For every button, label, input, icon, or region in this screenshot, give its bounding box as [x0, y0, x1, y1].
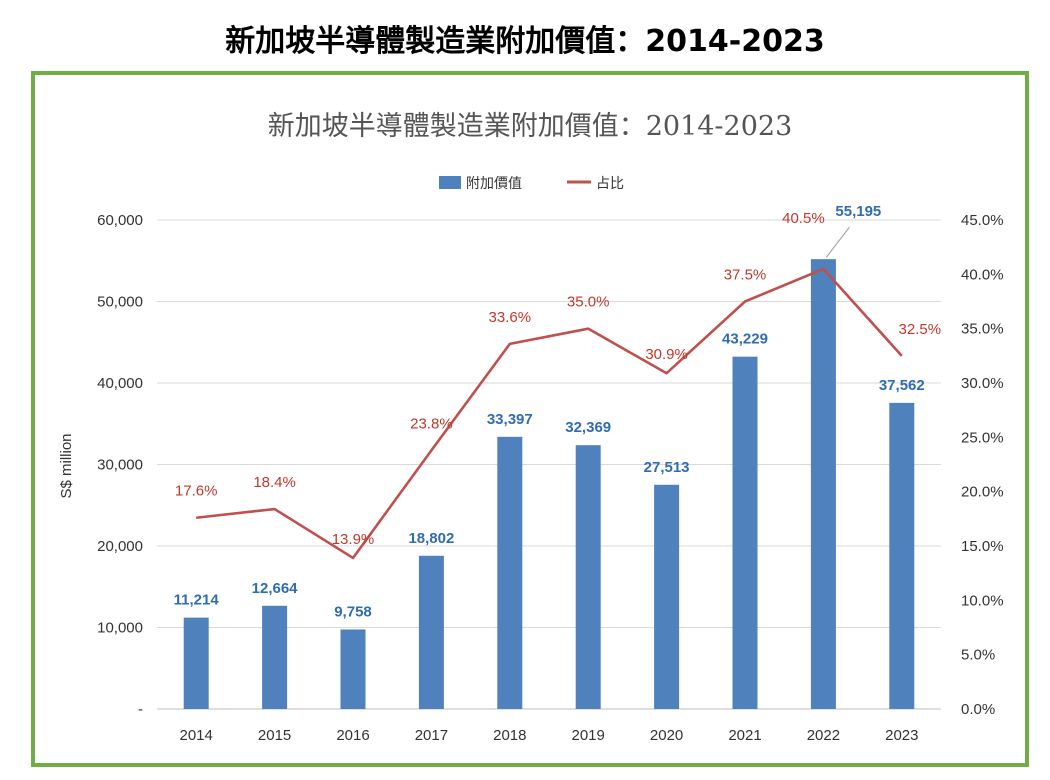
y-tick-label: 50,000 [97, 294, 143, 311]
bar [262, 605, 288, 709]
share-line [196, 267, 903, 560]
line-series [196, 267, 903, 560]
bar-value-label: 27,513 [644, 459, 690, 476]
line-value-label: 35.0% [567, 294, 610, 311]
legend-bar-swatch [439, 176, 461, 189]
x-tick-label: 2016 [336, 727, 369, 744]
y-tick-label: 10,000 [97, 620, 143, 637]
x-tick-label: 2014 [180, 727, 213, 744]
y-tick-label: - [138, 701, 143, 718]
x-tick-label: 2023 [885, 727, 918, 744]
y2-tick-label: 45.0% [961, 212, 1004, 229]
line-value-label: 17.6% [175, 483, 218, 500]
bar [418, 555, 444, 709]
bar-value-label: 33,397 [487, 411, 533, 428]
page-title: 新加坡半導體製造業附加價值：2014-2023 [225, 24, 825, 59]
y2-tick-label: 5.0% [961, 647, 995, 664]
x-tick-label: 2019 [572, 727, 605, 744]
y-axis-title: S$ million [58, 433, 75, 498]
data-labels: 11,214 12,664 9,758 18,802 33,397 32,369 27,51… [174, 203, 941, 620]
callout-line [826, 226, 850, 258]
legend-line-label: 占比 [596, 176, 624, 192]
bar [340, 629, 366, 709]
y2-tick-label: 10.0% [961, 592, 1004, 609]
y2-tick-label: 30.0% [961, 375, 1004, 392]
bar-value-label: 43,229 [722, 331, 768, 348]
bar [732, 356, 758, 709]
bar-value-label: 11,214 [174, 592, 220, 609]
bar-value-label: 55,195 [835, 203, 881, 220]
x-tick-label: 2015 [258, 727, 291, 744]
line-value-label: 40.5% [782, 210, 825, 227]
y2-tick-label: 40.0% [961, 266, 1004, 283]
line-value-label: 37.5% [724, 267, 767, 284]
line-value-label: 30.9% [645, 346, 688, 363]
bar [575, 445, 601, 709]
x-tick-label: 2017 [415, 727, 448, 744]
y-tick-label: 30,000 [97, 457, 143, 474]
bar [654, 484, 680, 709]
line-value-label: 13.9% [332, 531, 375, 548]
axes: - 10,000 20,000 30,000 40,000 50,000 60,000 0.0… [97, 212, 1003, 744]
chart-title: 新加坡半導體製造業附加價值：2014-2023 [268, 111, 793, 142]
line-value-label: 23.8% [410, 415, 453, 432]
bar [183, 617, 209, 709]
legend-bar-label: 附加價值 [466, 175, 522, 192]
y-tick-label: 40,000 [97, 375, 143, 392]
y2-tick-label: 0.0% [961, 701, 995, 718]
bars [183, 259, 915, 709]
x-tick-label: 2020 [650, 727, 683, 744]
bar-value-label: 18,802 [408, 530, 454, 547]
bar-value-label: 9,758 [334, 603, 372, 620]
bar-value-label: 37,562 [879, 377, 925, 394]
x-tick-label: 2021 [728, 727, 761, 744]
y2-tick-label: 15.0% [961, 538, 1004, 555]
y2-tick-label: 25.0% [961, 429, 1004, 446]
bar [810, 259, 836, 709]
bar [497, 436, 523, 709]
y2-tick-label: 35.0% [961, 321, 1004, 338]
bar [889, 402, 915, 709]
legend: 附加價值 占比 [439, 175, 624, 192]
x-tick-label: 2018 [493, 727, 526, 744]
x-tick-label: 2022 [807, 727, 840, 744]
line-value-label: 32.5% [899, 321, 942, 338]
bar-value-label: 32,369 [565, 419, 611, 436]
y2-tick-label: 20.0% [961, 484, 1004, 501]
grid [157, 219, 941, 710]
line-value-label: 18.4% [253, 474, 296, 491]
chart-frame: 新加坡半導體製造業附加價值：2014-2023 附加價值 占比 S$ milli… [31, 71, 1029, 767]
chart-svg: 新加坡半導體製造業附加價值：2014-2023 附加價值 占比 S$ milli… [58, 111, 1004, 744]
y-tick-label: 60,000 [97, 212, 143, 229]
y-tick-label: 20,000 [97, 538, 143, 555]
bar-value-label: 12,664 [252, 580, 299, 597]
line-value-label: 33.6% [489, 309, 532, 326]
